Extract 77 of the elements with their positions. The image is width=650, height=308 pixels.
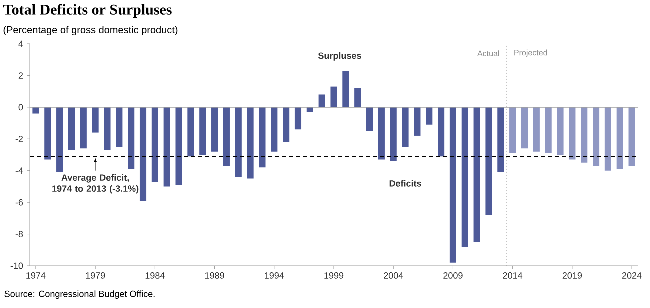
bar [271,107,278,152]
bar [44,107,52,160]
bar [164,107,170,187]
bar [533,107,540,152]
y-tick-label: 4 [18,40,24,48]
bar [128,107,135,170]
bar [200,107,206,155]
bar [176,107,182,186]
bar [140,107,147,201]
bar [354,88,362,108]
x-tick-label: 2009 [444,272,463,279]
bar [342,70,350,108]
bar [593,107,600,166]
bar [116,107,123,148]
bar [486,107,492,216]
bar [283,107,290,142]
bar [68,107,76,150]
bar [438,107,445,157]
legend-label: Average Deficit, 1974 to 2013 (-3.1%) [52,174,139,194]
bar [32,107,40,114]
y-tick-label: -10 [10,262,24,270]
bar [450,107,456,263]
bar [390,107,397,162]
y-tick-label: -8 [16,231,24,238]
bar [569,107,576,160]
bar [426,107,433,125]
bar [474,107,480,242]
bar [104,107,111,150]
x-tick-label: 1994 [265,272,284,279]
bar [498,107,504,172]
bar [235,107,242,178]
bar [223,107,230,166]
x-tick-label: 1984 [146,272,165,279]
bar [188,107,194,157]
x-tick-label: 1979 [86,272,106,279]
bar [92,107,99,133]
bar [616,107,624,170]
bar [212,107,218,152]
bar [259,107,266,168]
bar [366,107,374,132]
bar [581,107,588,163]
annotation: Deficits [390,180,422,187]
chart-subtitle: (Percentage of gross domestic product) [4,26,178,36]
y-tick-label: 0 [18,104,24,111]
x-tick-label: 2004 [384,272,404,279]
bar [557,107,564,155]
annotation: Projected [514,50,548,58]
bar [318,94,326,108]
x-tick-label: 1999 [324,272,344,279]
bar [378,107,385,160]
y-tick-label: -4 [16,168,24,174]
y-tick-label: -6 [16,199,24,206]
x-tick-label: 1974 [26,272,46,279]
y-tick-label: 2 [18,72,24,79]
bar [604,107,612,171]
bar [510,107,516,154]
bar [80,107,87,149]
x-tick-label: 2024 [622,272,642,279]
bar [545,107,552,154]
bar [402,107,409,148]
chart-title: Total Deficits or Surpluses [3,4,172,18]
bar [56,107,64,172]
bar [247,107,254,179]
bar [521,107,528,149]
x-tick-label: 2019 [562,272,582,279]
y-tick-label: -2 [16,136,24,142]
bar [414,107,421,136]
bar [294,107,302,130]
annotation: Actual [478,50,500,56]
bar [628,107,636,166]
x-tick-label: 1989 [205,272,224,279]
bar [462,107,468,247]
x-tick-label: 2014 [503,272,523,279]
bar [152,107,158,182]
bar [330,86,338,108]
annotation: Surpluses [318,52,362,61]
source-note: Source: Congressional Budget Office. [4,290,155,300]
